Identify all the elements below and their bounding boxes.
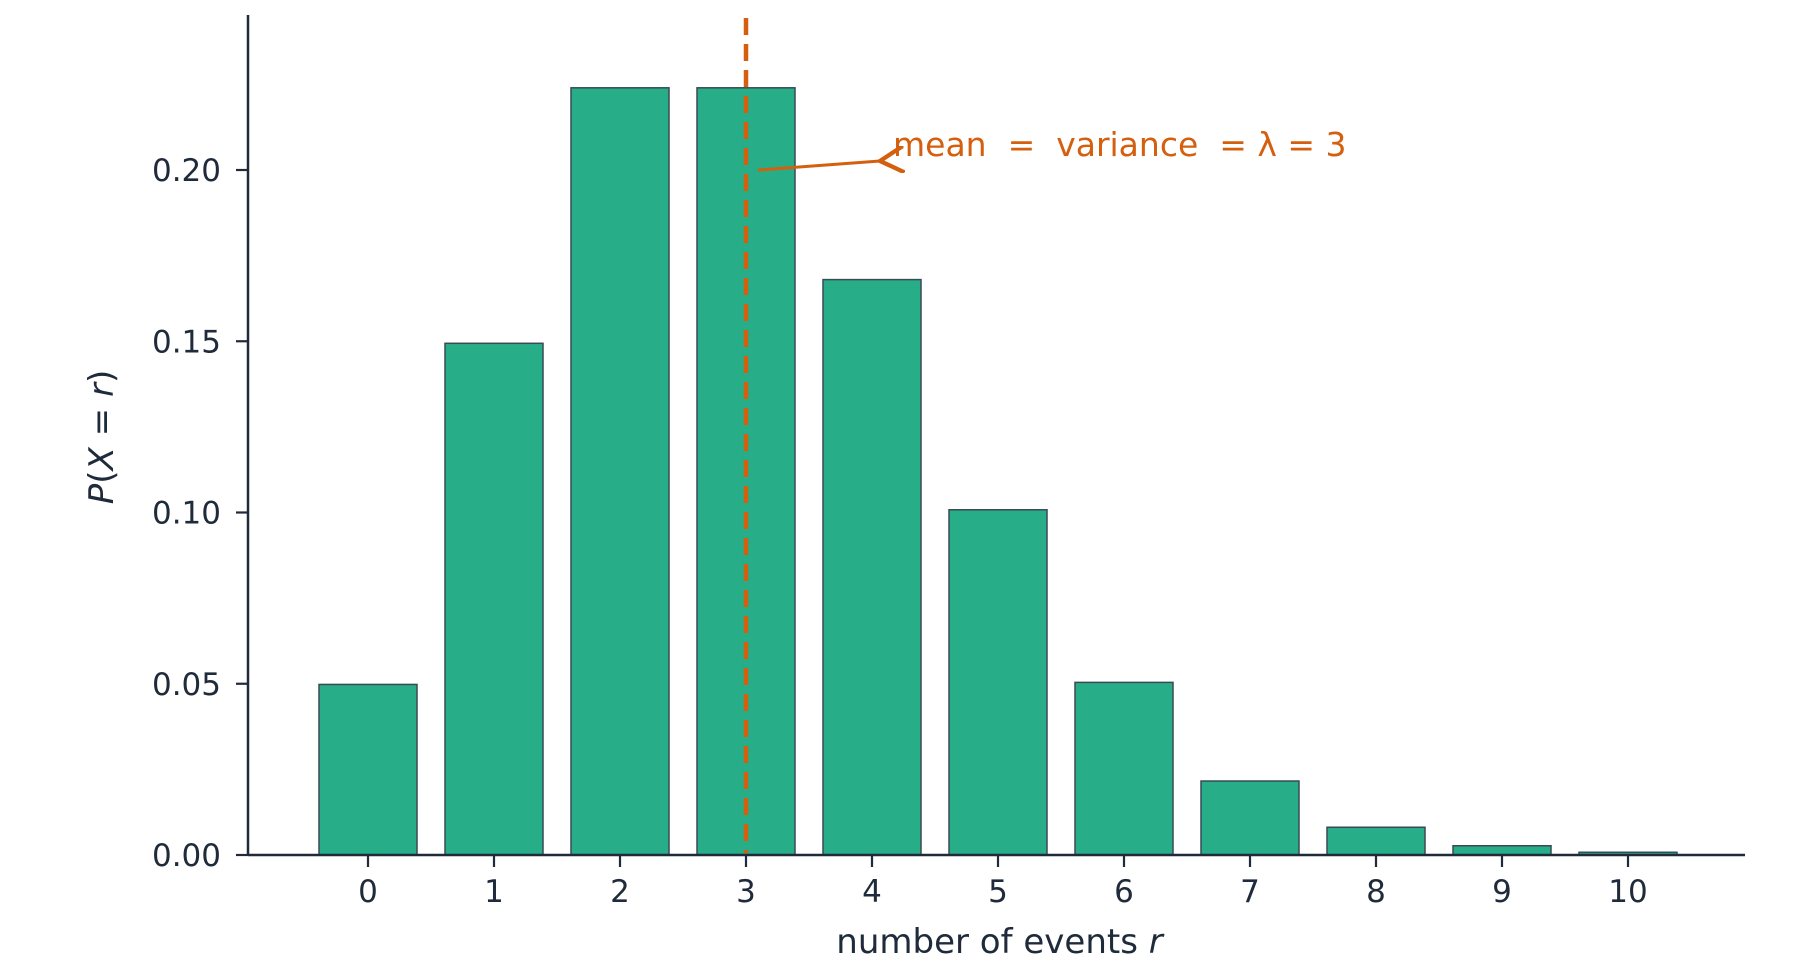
annotation-arrow [757,161,880,170]
y-tick-label-0.00: 0.00 [152,838,221,874]
axes-group [246,15,1745,857]
x-tick-label-5: 5 [988,874,1008,910]
bar-r-0 [318,683,418,856]
bar-r-2 [570,87,670,856]
bar-r-9 [1452,845,1552,856]
bar-r-4 [822,278,922,856]
x-tick-label-3: 3 [736,874,756,910]
bar-r-7 [1200,780,1300,856]
x-axis-label: number of events r [836,922,1164,962]
bar-r-6 [1074,681,1174,856]
bar-r-5 [948,509,1048,856]
annotation-group [743,18,880,853]
x-tick-label-4: 4 [862,874,882,910]
x-ticks-group: 0 1 2 3 4 5 6 7 8 9 10 [358,855,1648,910]
y-axis-label: P(X = r) [82,370,122,504]
mean-variance-annotation: mean = variance = λ = 3 [893,125,1347,164]
x-tick-label-10: 10 [1608,874,1647,910]
bar-r-1 [444,342,544,856]
x-tick-label-0: 0 [358,874,378,910]
y-tick-label-0.05: 0.05 [152,667,221,703]
y-ticks-group: 0.00 0.05 0.10 0.15 0.20 [152,153,248,874]
bar-r-8 [1326,826,1426,856]
x-tick-label-2: 2 [610,874,630,910]
bars-group [318,87,1678,856]
x-tick-label-7: 7 [1240,874,1260,910]
x-tick-label-1: 1 [484,874,504,910]
x-tick-label-9: 9 [1492,874,1512,910]
y-tick-label-0.20: 0.20 [152,153,221,189]
x-tick-label-6: 6 [1114,874,1134,910]
y-tick-label-0.15: 0.15 [152,324,221,360]
x-tick-label-8: 8 [1366,874,1386,910]
y-tick-label-0.10: 0.10 [152,496,221,532]
